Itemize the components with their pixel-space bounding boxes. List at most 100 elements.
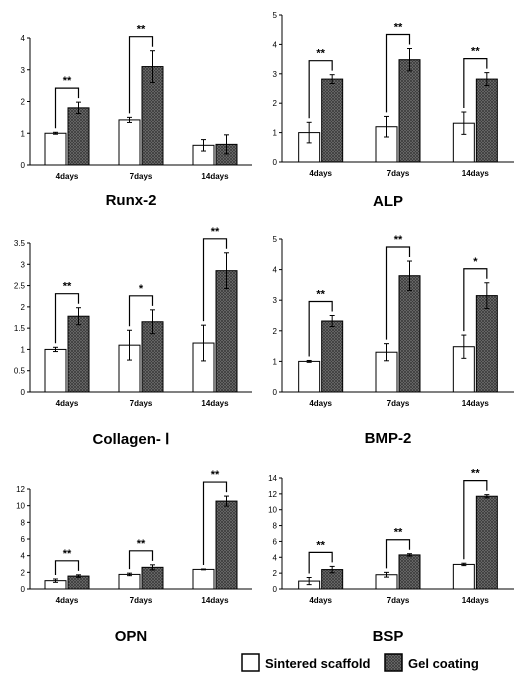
bar-sintered-4days	[298, 360, 321, 393]
category-label: 14days	[201, 172, 229, 181]
significance-mark: **	[137, 538, 146, 550]
legend: Sintered scaffold Gel coating	[241, 653, 479, 672]
bar-gel-7days	[398, 275, 421, 393]
y-tick-label: 3.5	[14, 239, 26, 248]
category-label: 7days	[130, 172, 153, 181]
y-tick-label: 4	[273, 553, 278, 562]
chart-panel-3: 0 0.5 1 1.5 2 2.5 3 3.5 ** 4days * 7days ** 14days Col…	[14, 226, 252, 448]
bar-sintered-4days	[44, 132, 67, 166]
chart-panel-5: 0 2 4 6 8 10 12 ** 4days ** 7days ** 14days OPN	[16, 469, 252, 645]
y-tick-label: 8	[273, 522, 278, 531]
bar-gel-7days	[398, 554, 421, 590]
significance-bracket	[202, 481, 228, 565]
y-tick-label: 4	[21, 552, 26, 561]
bar-sintered-4days	[44, 348, 67, 393]
y-tick-label: 14	[268, 474, 277, 483]
panel-title: OPN	[115, 628, 148, 645]
y-tick-label: 2.5	[14, 282, 26, 291]
y-tick-label: 1	[273, 357, 278, 366]
category-label: 4days	[56, 172, 79, 181]
y-tick-label: 2	[21, 568, 26, 577]
category-label: 7days	[387, 596, 410, 605]
panel-title: BMP-2	[365, 430, 412, 447]
significance-bracket	[385, 33, 411, 113]
y-tick-label: 5	[273, 235, 278, 244]
category-label: 7days	[387, 399, 410, 408]
significance-mark: **	[63, 548, 72, 560]
significance-mark: **	[211, 469, 220, 481]
significance-mark: **	[316, 289, 325, 301]
significance-bracket	[308, 551, 333, 574]
y-tick-label: 0.5	[14, 367, 26, 376]
y-tick-label: 3	[273, 296, 278, 305]
significance-mark: *	[473, 256, 478, 268]
category-label: 14days	[462, 596, 490, 605]
significance-bracket	[54, 293, 80, 344]
significance-bracket	[202, 238, 228, 322]
bar-gel-4days	[321, 320, 344, 393]
y-tick-label: 5	[273, 11, 278, 20]
category-label: 7days	[130, 596, 153, 605]
significance-mark: **	[316, 48, 325, 60]
y-tick-label: 0	[21, 585, 26, 594]
y-tick-label: 10	[16, 502, 25, 511]
y-tick-label: 6	[273, 537, 278, 546]
y-tick-label: 3	[273, 70, 278, 79]
category-label: 14days	[462, 399, 490, 408]
category-label: 14days	[462, 169, 490, 178]
chart-panel-2: 0 1 2 3 4 5 ** 4days ** 7days ** 14days ALP	[273, 11, 514, 210]
significance-mark: **	[211, 226, 220, 238]
significance-mark: **	[63, 281, 72, 293]
significance-bracket	[463, 58, 488, 109]
category-label: 4days	[309, 596, 332, 605]
bar-sintered-7days	[118, 119, 141, 166]
legend-swatch-sintered	[241, 653, 260, 672]
y-tick-label: 0	[273, 388, 278, 397]
chart-panel-1: 0 1 2 3 4 ** 4days ** 7days 14days Runx-2	[21, 24, 252, 209]
category-label: 14days	[201, 399, 229, 408]
bar-gel-4days	[321, 78, 344, 163]
significance-bracket	[463, 480, 488, 560]
y-tick-label: 2	[21, 303, 26, 312]
category-label: 14days	[201, 596, 229, 605]
bar-gel-14days	[475, 295, 498, 393]
panel-title: BSP	[373, 628, 404, 645]
significance-bracket	[385, 539, 411, 569]
significance-mark: **	[471, 46, 480, 58]
y-tick-label: 0	[21, 388, 26, 397]
significance-bracket	[54, 87, 80, 129]
bar-sintered-7days	[118, 573, 141, 590]
significance-bracket	[385, 246, 411, 340]
y-tick-label: 1.5	[14, 324, 26, 333]
significance-bracket	[128, 550, 154, 570]
y-tick-label: 4	[273, 266, 278, 275]
y-tick-label: 12	[16, 485, 25, 494]
y-tick-label: 0	[21, 161, 26, 170]
category-label: 4days	[56, 399, 79, 408]
category-label: 7days	[387, 169, 410, 178]
bar-sintered-14days	[192, 568, 215, 590]
y-tick-label: 8	[21, 518, 26, 527]
chart-panel-4: 0 1 2 3 4 5 ** 4days ** 7days * 14days BMP-2	[273, 234, 514, 447]
legend-swatch-gel	[384, 653, 403, 672]
bar-gel-14days	[475, 495, 498, 590]
category-label: 4days	[309, 399, 332, 408]
panel-title: ALP	[373, 193, 403, 210]
y-tick-label: 4	[21, 34, 26, 43]
y-tick-label: 6	[21, 535, 26, 544]
significance-bracket	[308, 300, 333, 357]
y-tick-label: 2	[273, 569, 278, 578]
category-label: 4days	[309, 169, 332, 178]
panel-title: Runx-2	[106, 192, 157, 209]
significance-bracket	[54, 560, 80, 575]
y-tick-label: 4	[273, 40, 278, 49]
y-tick-label: 12	[268, 490, 277, 499]
significance-mark: **	[394, 234, 403, 246]
y-tick-label: 2	[273, 99, 278, 108]
significance-bracket	[463, 268, 488, 332]
significance-mark: *	[139, 283, 144, 295]
legend-label-sintered: Sintered scaffold	[265, 656, 371, 671]
bar-gel-7days	[141, 566, 164, 590]
